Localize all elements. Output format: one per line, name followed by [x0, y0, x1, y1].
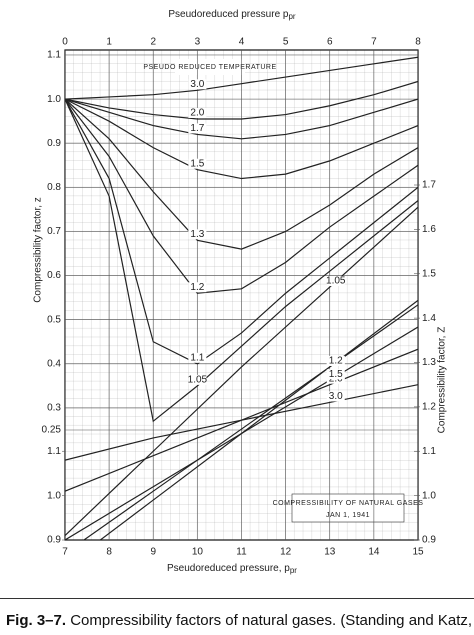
curve: [65, 206, 418, 536]
y-tick-label: 0.6: [47, 270, 61, 281]
y-tick-label: 0.4: [47, 358, 61, 369]
curve: [65, 98, 418, 423]
x-axis-title-sub: pr: [288, 12, 295, 21]
curve: [99, 299, 418, 540]
x-tick-label: 13: [324, 547, 336, 558]
x-axis-title-sub: pr: [290, 566, 297, 575]
y-tick-label: 0.9: [47, 535, 61, 546]
caption: Fig. 3–7. Compressibility factors of nat…: [6, 612, 474, 629]
curve: [65, 80, 418, 120]
annotation: COMPRESSIBILITY OF NATURAL GASES: [273, 500, 424, 507]
curve-label-bg: [326, 276, 345, 287]
y2-tick-label: 0.9: [422, 535, 436, 546]
curve-label: 1.3: [190, 229, 204, 240]
y2-tick-label: 1.7: [422, 180, 436, 191]
x-tick-label: 2: [150, 37, 156, 48]
x-tick-label: 6: [327, 37, 333, 48]
annotation-box: [291, 493, 405, 523]
curve-label: 1.05: [188, 375, 208, 386]
x-tick-label: 7: [371, 37, 377, 48]
curve-label-bg: [188, 374, 207, 385]
x-tick-label: 1: [106, 37, 112, 48]
y2-tick-label: 1.0: [422, 490, 436, 501]
y2-tick-label: 1.6: [422, 224, 436, 235]
y2-tick-label: 1.2: [422, 402, 436, 413]
y-tick-label: 0.8: [47, 182, 61, 193]
x-tick-label: 7: [62, 547, 68, 558]
x-tick-label: 8: [106, 547, 112, 558]
curve-label: 1.5: [190, 158, 204, 169]
y-tick-label: 1.0: [47, 94, 61, 105]
y-tick-label: 1.1: [47, 446, 61, 457]
x-axis-title: Pseudoreduced pressure p: [168, 9, 289, 20]
annotation-date: JAN 1, 1941: [326, 512, 370, 519]
curve-label-bg: [326, 391, 345, 402]
curve: [65, 98, 418, 250]
curve: [65, 98, 418, 180]
curve-label-bg: [188, 158, 207, 169]
curve-label: 1.05: [326, 276, 346, 287]
chart: Pseudoreduced pressure ppr Pseudoreduced…: [33, 9, 448, 575]
curve: [65, 98, 418, 140]
annotation: PSEUDO REDUCED TEMPERATURE: [143, 64, 276, 71]
y-tick-label: 0.3: [47, 403, 61, 414]
y-tick-label: 1.1: [47, 50, 61, 61]
x-axis-title: Pseudoreduced pressure, p: [167, 563, 290, 574]
y-tick-label: 0.25: [42, 425, 62, 436]
x-tick-label: 15: [412, 547, 424, 558]
curve: [65, 98, 418, 294]
curve: [65, 56, 418, 100]
curve-label: 2.0: [190, 108, 204, 119]
y2-tick-label: 1.1: [422, 446, 436, 457]
x-tick-label: 9: [150, 547, 156, 558]
x-axis-title-bottom: Pseudoreduced pressure, ppr: [167, 563, 297, 575]
y-axis-title: Compressibility factor, z: [33, 197, 44, 303]
curve-label: 3.0: [329, 391, 343, 402]
x-tick-label: 0: [62, 37, 68, 48]
annotation-bg: [175, 59, 245, 75]
x-tick-label: 12: [280, 547, 292, 558]
curve-label-bg: [326, 369, 345, 380]
x-tick-label: 10: [192, 547, 204, 558]
divider: [0, 598, 474, 599]
y2-tick-label: 1.3: [422, 357, 436, 368]
y2-axis-title: Compressibility factor, Z: [437, 327, 448, 434]
y-tick-label: 0.9: [47, 138, 61, 149]
curve-label: 1.2: [190, 282, 204, 293]
x-axis-title-top: Pseudoreduced pressure ppr: [168, 9, 296, 21]
y-tick-label: 0.5: [47, 314, 61, 325]
curve-label: 1.1: [190, 352, 204, 363]
x-tick-label: 14: [368, 547, 380, 558]
curve-label-bg: [188, 79, 207, 90]
curve: [82, 304, 418, 540]
x-tick-label: 8: [415, 37, 421, 48]
y2-tick-label: 1.4: [422, 313, 436, 324]
y2-tick-label: 1.5: [422, 268, 436, 279]
curve-label: 3.0: [190, 79, 204, 90]
caption-text: Compressibility factors of natural gases…: [70, 612, 473, 629]
curve-label-bg: [188, 229, 207, 240]
curve-label: 1.2: [329, 356, 343, 367]
curve: [65, 98, 418, 365]
x-tick-label: 4: [239, 37, 245, 48]
curve: [65, 348, 418, 492]
curve-label-bg: [188, 107, 207, 118]
y-tick-label: 1.0: [47, 490, 61, 501]
curve-label-bg: [326, 355, 345, 366]
curve-label: 1.5: [329, 369, 343, 380]
curve-label: 1.7: [190, 123, 204, 134]
curve-label-bg: [188, 352, 207, 363]
curve-label-bg: [188, 282, 207, 293]
y-tick-label: 0.7: [47, 226, 61, 237]
curve-label-bg: [188, 123, 207, 134]
caption-label: Fig. 3–7.: [6, 612, 67, 629]
x-tick-label: 11: [236, 547, 247, 558]
x-tick-label: 5: [283, 37, 289, 48]
x-tick-label: 3: [195, 37, 201, 48]
